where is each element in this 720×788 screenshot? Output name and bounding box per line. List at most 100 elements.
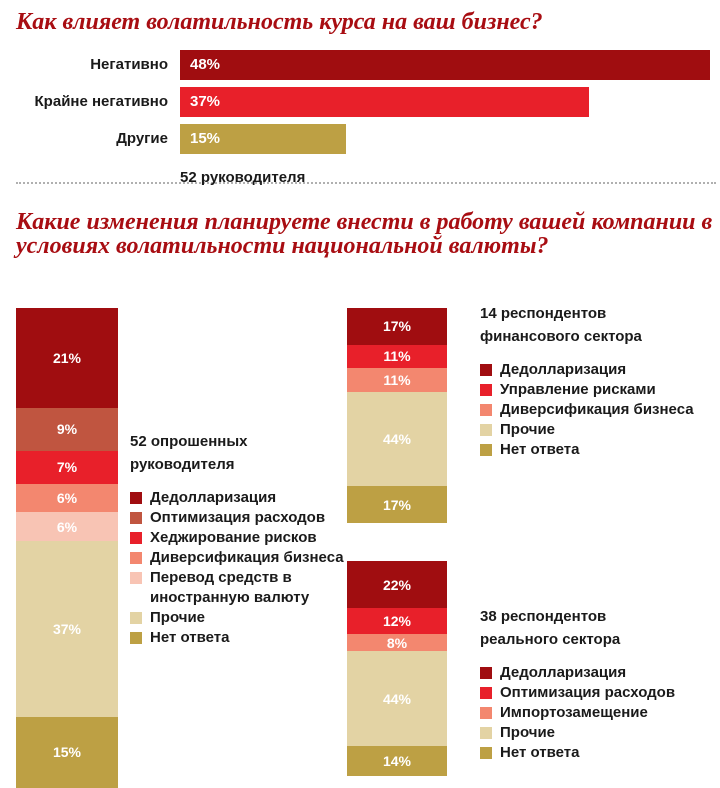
- stacked-column-real: 22% 12% 8% 44% 14%: [347, 561, 447, 776]
- legend-item: Перевод средств в иностранную валюту: [130, 568, 350, 608]
- stack-segment: 11%: [347, 368, 447, 392]
- legend-swatch: [480, 384, 492, 396]
- stack-segment: 37%: [16, 540, 118, 717]
- segment-value-label: 7%: [56, 459, 78, 476]
- segment-value-label: 14%: [382, 752, 412, 769]
- legend-swatch: [480, 747, 492, 759]
- legend-item-label: Хеджирование рисков: [150, 529, 317, 546]
- stack-segment: 6%: [16, 512, 118, 541]
- legend-item: Прочие: [480, 420, 720, 440]
- segment-value-label: 11%: [383, 348, 411, 365]
- legend-item: Нет ответа: [130, 628, 350, 648]
- bar-value-label: 15%: [190, 130, 221, 147]
- legend-item: Прочие: [130, 608, 350, 628]
- legend-item-label: Нет ответа: [150, 629, 230, 646]
- legend-swatch: [130, 532, 142, 544]
- stack-segment: 9%: [16, 407, 118, 451]
- legend-swatch: [480, 444, 492, 456]
- bar-category-label: Крайне негативно: [34, 93, 168, 110]
- legend-item-label: Нет ответа: [500, 744, 580, 761]
- bar: 15%: [180, 124, 346, 154]
- legend-swatch: [480, 404, 492, 416]
- section-divider: [16, 182, 716, 184]
- legend-real: 38 респондентов реального сектора Дедолла…: [480, 605, 710, 763]
- bar-value-label: 48%: [190, 56, 221, 73]
- segment-value-label: 8%: [386, 634, 408, 651]
- stack-segment: 7%: [16, 450, 118, 484]
- legend-item: Оптимизация расходов: [480, 683, 720, 703]
- legend-swatch: [130, 552, 142, 564]
- bar-category-label: Негативно: [90, 56, 168, 73]
- respondents-label: 52 опрошенных руководителя: [130, 433, 248, 473]
- respondents-label: 14 респондентов финансового сектора: [480, 305, 642, 345]
- legend-item: Дедолларизация: [130, 488, 350, 508]
- bar: 37%: [180, 87, 589, 117]
- segment-value-label: 17%: [382, 318, 412, 335]
- legend-item-label: Дедолларизация: [500, 664, 627, 681]
- bar: 48%: [180, 50, 710, 80]
- legend-item: Хеджирование рисков: [130, 528, 350, 548]
- chart-title-planned-changes: Какие изменения планируете внести в рабо…: [16, 209, 713, 259]
- legend-swatch: [480, 707, 492, 719]
- legend-swatch: [130, 512, 142, 524]
- stack-segment: 14%: [347, 745, 447, 776]
- segment-value-label: 22%: [382, 576, 412, 593]
- segment-value-label: 15%: [52, 744, 82, 761]
- legend-swatch: [480, 667, 492, 679]
- legend-item: Диверсификация бизнеса: [130, 548, 350, 568]
- stack-segment: 21%: [16, 308, 118, 408]
- legend-item: Нет ответа: [480, 440, 720, 460]
- respondents-note: 52 руководителя: [180, 169, 306, 186]
- stack-segment: 6%: [16, 483, 118, 513]
- segment-value-label: 9%: [56, 421, 78, 438]
- segment-value-label: 44%: [382, 431, 412, 448]
- stack-segment: 12%: [347, 608, 447, 635]
- legend-item: Прочие: [480, 723, 720, 743]
- chart-title-volatility-impact: Как влияет волатильность курса на ваш би…: [16, 9, 543, 35]
- stack-segment: 17%: [347, 486, 447, 523]
- segment-value-label: 11%: [383, 372, 411, 388]
- legend-item: Управление рисками: [480, 380, 720, 400]
- segment-value-label: 44%: [382, 690, 412, 707]
- legend-item-label: Прочие: [500, 421, 556, 438]
- legend-item: Дедолларизация: [480, 360, 720, 380]
- legend-finance: 14 респондентов финансового сектора Дедол…: [480, 302, 710, 460]
- legend-item-label: Диверсификация бизнеса: [150, 549, 344, 566]
- stack-segment: 17%: [347, 308, 447, 345]
- legend-item-label: Прочие: [150, 609, 206, 626]
- legend-swatch: [130, 612, 142, 624]
- legend-swatch: [130, 632, 142, 644]
- segment-value-label: 21%: [52, 349, 82, 366]
- segment-value-label: 6%: [56, 490, 78, 507]
- legend-item-label: Оптимизация расходов: [500, 684, 676, 701]
- bar-category-label: Другие: [116, 130, 168, 147]
- legend-item-label: Диверсификация бизнеса: [500, 401, 694, 418]
- legend-swatch: [130, 492, 142, 504]
- legend-item-label: Оптимизация расходов: [150, 509, 326, 526]
- legend-all: 52 опрошенных руководителя Дедолларизация…: [130, 430, 710, 648]
- legend-swatch: [480, 687, 492, 699]
- legend-item-label: Перевод средств в иностранную валюту: [150, 569, 310, 606]
- segment-value-label: 12%: [382, 613, 412, 630]
- legend-swatch: [130, 572, 142, 584]
- legend-item-label: Дедолларизация: [150, 489, 277, 506]
- stacked-column-all: 21% 9% 7% 6% 6% 37% 15%: [16, 308, 118, 788]
- legend-item: Оптимизация расходов: [130, 508, 350, 528]
- stack-segment: 44%: [347, 651, 447, 746]
- bar-value-label: 37%: [190, 93, 221, 110]
- legend-swatch: [480, 364, 492, 376]
- legend-item-label: Нет ответа: [500, 441, 580, 458]
- segment-value-label: 37%: [52, 620, 82, 637]
- legend-item-label: Прочие: [500, 724, 556, 741]
- stacked-column-finance: 17% 11% 11% 44% 17%: [347, 308, 447, 523]
- legend-item-label: Импортозамещение: [500, 704, 648, 721]
- legend-item: Дедолларизация: [480, 663, 720, 683]
- legend-swatch: [480, 727, 492, 739]
- legend-item-label: Управление рисками: [500, 381, 656, 398]
- stack-segment: 22%: [347, 561, 447, 609]
- legend-item-label: Дедолларизация: [500, 361, 627, 378]
- legend-item: Импортозамещение: [480, 703, 720, 723]
- stack-segment: 15%: [16, 716, 118, 788]
- legend-swatch: [480, 424, 492, 436]
- respondents-label: 38 респондентов реального сектора: [480, 608, 621, 648]
